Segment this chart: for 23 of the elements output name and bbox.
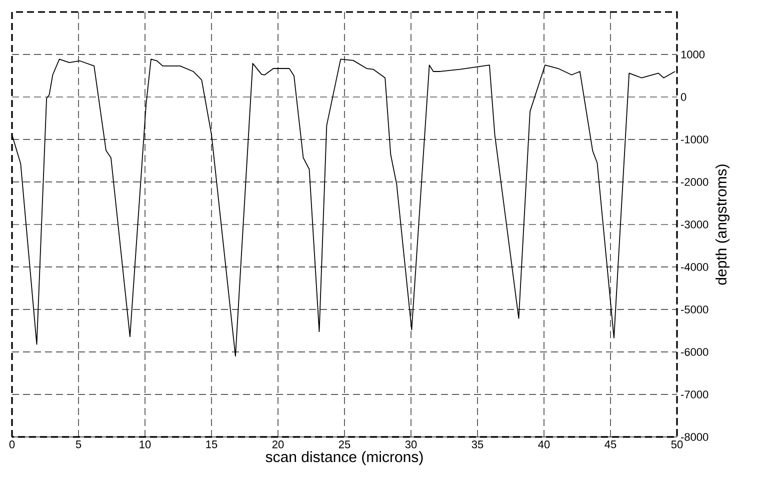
y-tick-label: -6000 [681,348,708,356]
y-tick-label: -1000 [681,136,708,144]
y-tick-label: -2000 [681,178,708,186]
x-tick-label: 15 [206,440,218,448]
y-axis-title: depth (angstroms) [716,164,730,285]
y-tick-label: 1000 [681,50,705,58]
x-axis-title: scan distance (microns) [266,451,423,466]
x-tick-label: 35 [472,440,484,448]
x-tick-label: 50 [671,440,683,448]
y-tick-label: -4000 [681,263,708,271]
y-tick-label: -5000 [681,306,708,314]
x-tick-label: 30 [405,440,417,448]
y-tick-label: 0 [680,93,686,101]
x-tick-label: 10 [140,440,151,448]
y-tick-label: -7000 [681,390,708,398]
x-tick-label: 25 [338,440,350,448]
x-tick-label: 0 [9,440,15,448]
y-tick-label: -8000 [681,433,708,441]
x-tick-label: 45 [604,440,616,448]
x-tick-label: 5 [76,440,82,448]
x-tick-label: 40 [538,440,550,448]
y-tick-label: -3000 [681,220,708,228]
x-tick-label: 20 [272,440,284,448]
